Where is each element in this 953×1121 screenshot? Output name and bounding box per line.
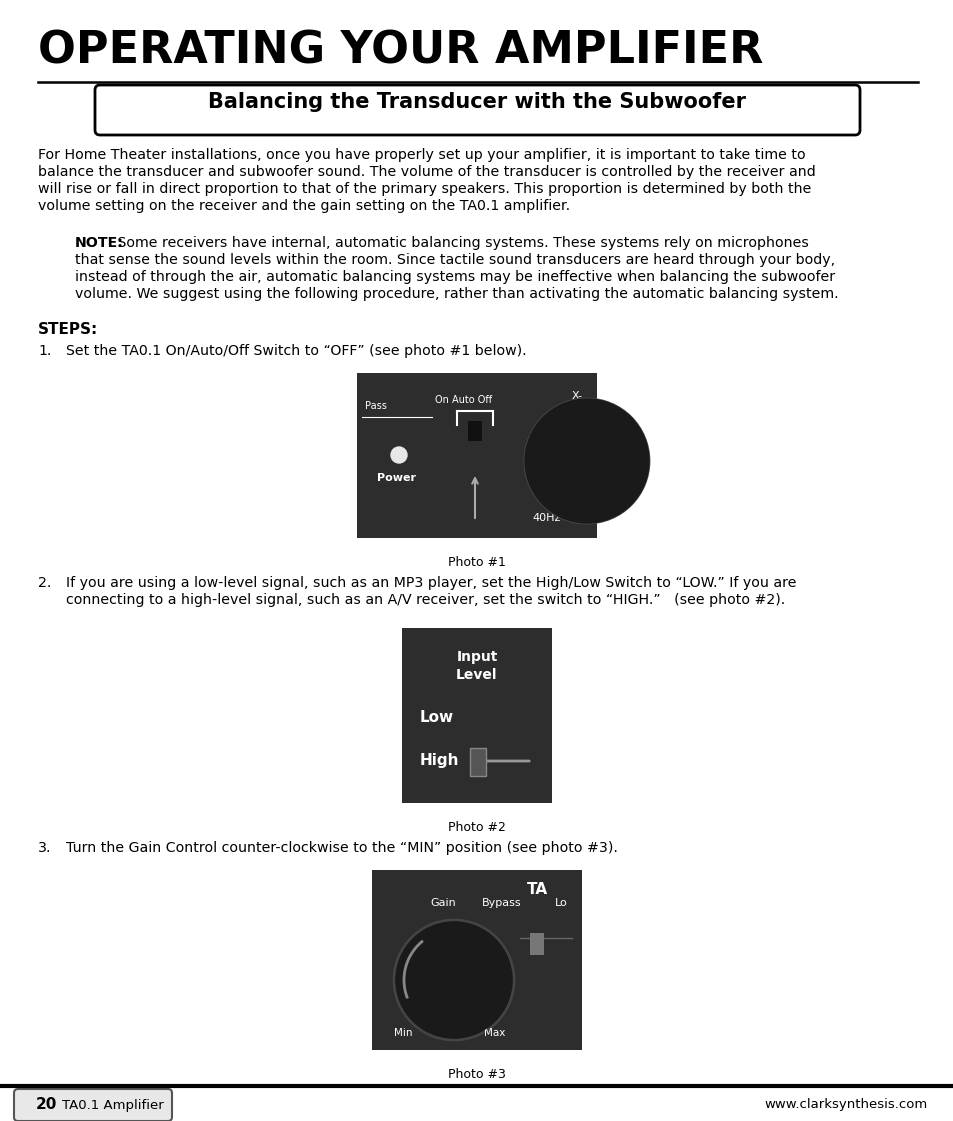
Bar bbox=[468, 421, 481, 441]
Text: For Home Theater installations, once you have properly set up your amplifier, it: For Home Theater installations, once you… bbox=[38, 148, 804, 163]
Text: Min: Min bbox=[394, 1028, 412, 1038]
FancyBboxPatch shape bbox=[95, 85, 859, 135]
FancyBboxPatch shape bbox=[356, 373, 597, 538]
Text: Gain: Gain bbox=[430, 898, 456, 908]
Text: X-: X- bbox=[572, 391, 582, 401]
Text: Power: Power bbox=[376, 473, 416, 483]
Text: balance the transducer and subwoofer sound. The volume of the transducer is cont: balance the transducer and subwoofer sou… bbox=[38, 165, 815, 179]
Text: www.clarksynthesis.com: www.clarksynthesis.com bbox=[764, 1097, 927, 1111]
Text: Pass: Pass bbox=[365, 401, 387, 411]
Text: instead of through the air, automatic balancing systems may be ineffective when : instead of through the air, automatic ba… bbox=[75, 270, 834, 284]
Text: that sense the sound levels within the room. Since tactile sound transducers are: that sense the sound levels within the r… bbox=[75, 253, 834, 267]
Text: Photo #3: Photo #3 bbox=[448, 1068, 505, 1081]
Text: OPERATING YOUR AMPLIFIER: OPERATING YOUR AMPLIFIER bbox=[38, 30, 762, 73]
Text: Some receivers have internal, automatic balancing systems. These systems rely on: Some receivers have internal, automatic … bbox=[112, 237, 808, 250]
Text: 2.: 2. bbox=[38, 576, 51, 590]
Circle shape bbox=[395, 921, 512, 1038]
Text: Photo #1: Photo #1 bbox=[448, 556, 505, 569]
Text: Level: Level bbox=[456, 668, 497, 682]
Text: High: High bbox=[419, 753, 459, 768]
Text: Bypass: Bypass bbox=[481, 898, 521, 908]
Text: connecting to a high-level signal, such as an A/V receiver, set the switch to “H: connecting to a high-level signal, such … bbox=[66, 593, 784, 606]
FancyBboxPatch shape bbox=[14, 1088, 172, 1121]
Text: TA0.1 Amplifier: TA0.1 Amplifier bbox=[62, 1099, 164, 1112]
Text: Set the TA0.1 On/Auto/Off Switch to “OFF” (see photo #1 below).: Set the TA0.1 On/Auto/Off Switch to “OFF… bbox=[66, 344, 526, 358]
Text: If you are using a low-level signal, such as an MP3 player, set the High/Low Swi: If you are using a low-level signal, suc… bbox=[66, 576, 796, 590]
Text: TA: TA bbox=[526, 882, 548, 897]
FancyBboxPatch shape bbox=[372, 870, 581, 1050]
Text: NOTE:: NOTE: bbox=[75, 237, 124, 250]
Text: 40Hz: 40Hz bbox=[532, 513, 559, 524]
Text: Turn the Gain Control counter-clockwise to the “MIN” position (see photo #3).: Turn the Gain Control counter-clockwise … bbox=[66, 841, 618, 855]
Bar bbox=[470, 748, 485, 776]
Bar bbox=[530, 933, 543, 955]
Circle shape bbox=[524, 399, 648, 524]
Text: Photo #2: Photo #2 bbox=[448, 821, 505, 834]
Text: 3.: 3. bbox=[38, 841, 51, 855]
Text: Input: Input bbox=[456, 650, 497, 664]
Circle shape bbox=[391, 447, 407, 463]
FancyBboxPatch shape bbox=[401, 628, 552, 803]
Text: Low: Low bbox=[419, 710, 454, 725]
Text: 1.: 1. bbox=[38, 344, 51, 358]
Text: volume. We suggest using the following procedure, rather than activating the aut: volume. We suggest using the following p… bbox=[75, 287, 838, 302]
Text: Max: Max bbox=[483, 1028, 505, 1038]
Text: volume setting on the receiver and the gain setting on the TA0.1 amplifier.: volume setting on the receiver and the g… bbox=[38, 200, 570, 213]
Text: Balancing the Transducer with the Subwoofer: Balancing the Transducer with the Subwoo… bbox=[209, 92, 745, 112]
Text: 20: 20 bbox=[36, 1097, 57, 1112]
Text: On Auto Off: On Auto Off bbox=[435, 395, 492, 405]
Text: Lo: Lo bbox=[555, 898, 567, 908]
Text: will rise or fall in direct proportion to that of the primary speakers. This pro: will rise or fall in direct proportion t… bbox=[38, 182, 810, 196]
Text: STEPS:: STEPS: bbox=[38, 322, 98, 337]
